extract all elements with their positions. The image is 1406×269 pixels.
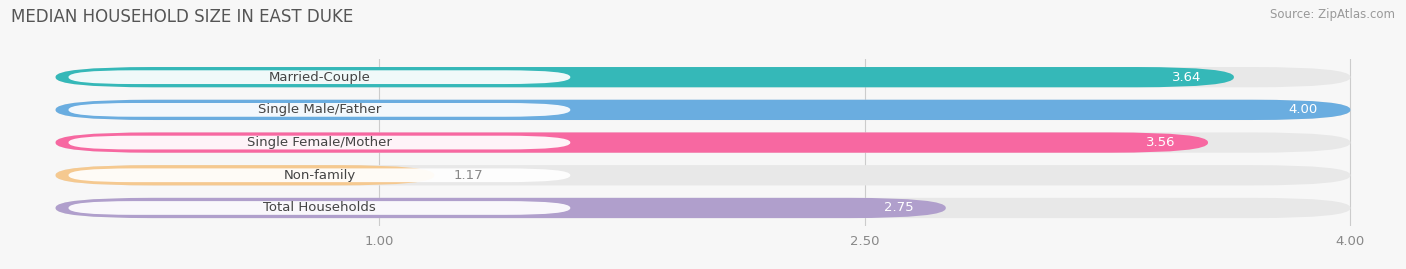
FancyBboxPatch shape — [56, 67, 1234, 87]
FancyBboxPatch shape — [69, 136, 571, 150]
FancyBboxPatch shape — [56, 165, 434, 185]
FancyBboxPatch shape — [56, 198, 946, 218]
Text: Total Households: Total Households — [263, 201, 375, 214]
FancyBboxPatch shape — [56, 100, 1350, 120]
Text: Non-family: Non-family — [283, 169, 356, 182]
FancyBboxPatch shape — [56, 132, 1350, 153]
Text: 1.17: 1.17 — [454, 169, 484, 182]
Text: 2.75: 2.75 — [884, 201, 914, 214]
FancyBboxPatch shape — [56, 67, 1350, 87]
Text: MEDIAN HOUSEHOLD SIZE IN EAST DUKE: MEDIAN HOUSEHOLD SIZE IN EAST DUKE — [11, 8, 353, 26]
Text: Single Female/Mother: Single Female/Mother — [247, 136, 392, 149]
Text: Single Male/Father: Single Male/Father — [257, 103, 381, 116]
Text: 3.64: 3.64 — [1173, 71, 1202, 84]
FancyBboxPatch shape — [69, 168, 571, 182]
FancyBboxPatch shape — [69, 70, 571, 84]
FancyBboxPatch shape — [56, 132, 1208, 153]
Text: 4.00: 4.00 — [1289, 103, 1317, 116]
Text: Source: ZipAtlas.com: Source: ZipAtlas.com — [1270, 8, 1395, 21]
FancyBboxPatch shape — [56, 100, 1350, 120]
FancyBboxPatch shape — [56, 198, 1350, 218]
FancyBboxPatch shape — [56, 165, 1350, 185]
FancyBboxPatch shape — [69, 103, 571, 117]
Text: Married-Couple: Married-Couple — [269, 71, 370, 84]
Text: 3.56: 3.56 — [1146, 136, 1175, 149]
FancyBboxPatch shape — [69, 201, 571, 215]
